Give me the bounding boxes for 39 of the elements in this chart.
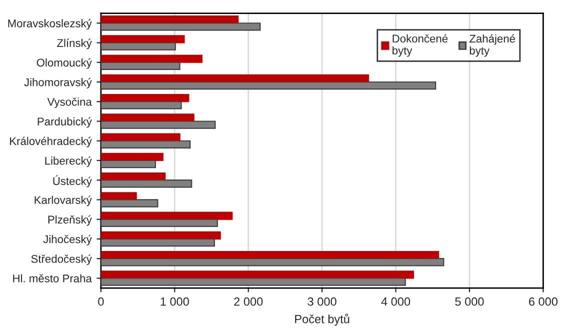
x-tick-label: 1 000 xyxy=(160,297,189,306)
bar xyxy=(100,140,191,148)
bar xyxy=(100,22,261,31)
y-tick-label: Olomoucký xyxy=(36,58,92,69)
bar xyxy=(100,120,216,129)
x-tick-label: 6 000 xyxy=(529,297,558,306)
bar xyxy=(100,278,406,286)
y-tick-label: Zlínský xyxy=(57,38,92,50)
bar xyxy=(100,212,233,220)
x-tick-label: 4 000 xyxy=(381,297,410,306)
bar xyxy=(100,199,158,208)
bar xyxy=(100,81,436,90)
bar xyxy=(100,160,156,168)
y-tick-label: Královéhradecký xyxy=(10,136,92,148)
bar xyxy=(100,62,180,70)
x-tick-label: 5 000 xyxy=(455,297,484,306)
y-tick-label: Středočeský xyxy=(31,254,92,266)
y-tick-label: Plzeňský xyxy=(48,215,92,226)
legend-label: Dokončené byty xyxy=(392,34,448,57)
bar xyxy=(100,42,176,50)
legend-label: Zahájené byty xyxy=(470,34,516,57)
x-tick-label: 0 xyxy=(98,297,104,306)
y-tick-label: Liberecký xyxy=(45,156,92,167)
y-tick-label: Karlovarský xyxy=(34,196,92,206)
x-axis-title: Počet bytů xyxy=(295,314,350,326)
bar xyxy=(100,101,182,110)
bar xyxy=(100,238,215,247)
y-tick-label: Ústecký xyxy=(53,175,92,188)
y-tick-label: Pardubický xyxy=(38,117,92,128)
y-tick-label: Jihomoravský xyxy=(24,78,92,88)
x-tick-label: 3 000 xyxy=(308,297,336,306)
y-tick-label: Hl. město Praha xyxy=(13,274,92,282)
y-tick-label: Moravskoslezský xyxy=(8,19,92,30)
bar xyxy=(100,258,444,266)
bar xyxy=(100,180,192,188)
x-tick-label: 2 000 xyxy=(234,297,263,306)
y-tick-label: Vysočina xyxy=(47,98,92,108)
y-tick-label: Jihočeský xyxy=(43,234,92,246)
bar xyxy=(100,218,218,227)
